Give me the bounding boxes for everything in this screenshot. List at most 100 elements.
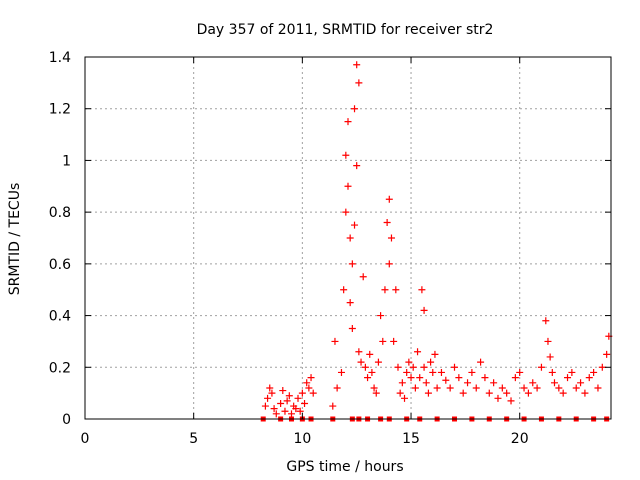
data-point-0-85: [464, 379, 472, 387]
data-point-0-27: [342, 208, 350, 216]
data-point-0-98: [520, 384, 528, 392]
data-point-0-74: [424, 389, 432, 397]
data-point-0-41: [357, 358, 365, 366]
data-point-0-119: [603, 350, 611, 358]
y-tick-label-0: 0: [62, 412, 71, 428]
data-point-0-35: [351, 105, 359, 113]
data-point-0-102: [537, 363, 545, 371]
data-point-0-56: [387, 234, 395, 242]
data-point-0-54: [385, 195, 393, 203]
data-point-0-93: [498, 384, 506, 392]
data-point-0-107: [550, 379, 558, 387]
data-point-0-48: [372, 389, 380, 397]
data-point-0-24: [333, 384, 341, 392]
data-point-0-46: [368, 368, 376, 376]
data-point-0-58: [392, 286, 400, 294]
data-point-0-6: [277, 399, 285, 407]
data-point-0-77: [431, 350, 439, 358]
y-tick-label-7: 1.4: [49, 50, 71, 66]
data-point-0-109: [559, 389, 567, 397]
data-point-0-31: [346, 234, 354, 242]
data-point-0-52: [381, 286, 389, 294]
data-point-0-87: [472, 384, 480, 392]
data-point-0-42: [359, 273, 367, 281]
data-point-0-103: [542, 317, 550, 325]
data-point-0-20: [307, 374, 315, 382]
data-point-0-39: [355, 79, 363, 87]
data-point-0-22: [329, 402, 337, 410]
data-point-0-69: [416, 374, 424, 382]
data-point-0-5: [272, 410, 280, 418]
data-point-0-70: [418, 286, 426, 294]
data-point-0-34: [348, 260, 356, 268]
data-point-0-78: [433, 384, 441, 392]
data-point-0-14: [294, 394, 302, 402]
data-point-0-43: [361, 363, 369, 371]
x-axis-label: GPS time / hours: [286, 459, 403, 475]
data-point-0-68: [414, 348, 422, 356]
x-tick-label-2: 10: [293, 431, 311, 447]
data-point-0-66: [409, 363, 417, 371]
data-point-0-84: [459, 389, 467, 397]
data-point-0-28: [342, 151, 350, 159]
data-point-0-18: [303, 379, 311, 387]
chart-title: Day 357 of 2011, SRMTID for receiver str…: [197, 22, 494, 38]
data-point-0-88: [477, 358, 485, 366]
data-point-0-82: [451, 363, 459, 371]
y-axis-label: SRMTID / TECUs: [7, 183, 23, 296]
plot-frame: [84, 56, 612, 420]
data-point-0-57: [390, 337, 398, 345]
data-point-0-114: [581, 389, 589, 397]
x-tick-label-1: 5: [189, 431, 198, 447]
data-point-0-99: [524, 389, 532, 397]
data-point-0-86: [468, 368, 476, 376]
data-point-0-13: [292, 405, 300, 413]
data-point-0-111: [568, 368, 576, 376]
data-point-0-44: [364, 374, 372, 382]
data-point-0-33: [348, 325, 356, 332]
data-point-0-0: [261, 402, 269, 410]
data-point-0-36: [351, 221, 359, 229]
data-point-0-67: [411, 384, 419, 392]
data-point-0-38: [353, 162, 361, 170]
data-point-0-53: [383, 218, 391, 226]
y-tick-label-5: 1: [62, 153, 71, 169]
data-point-0-89: [481, 374, 489, 382]
data-point-0-37: [353, 61, 361, 69]
data-point-0-29: [344, 118, 352, 126]
data-point-0-60: [396, 389, 404, 397]
data-point-0-105: [546, 353, 554, 361]
data-point-0-15: [296, 407, 304, 415]
data-point-0-51: [379, 337, 387, 345]
data-point-0-94: [503, 389, 511, 397]
data-point-0-79: [437, 368, 445, 376]
data-point-0-40: [355, 348, 363, 356]
data-point-0-3: [268, 389, 276, 397]
data-point-0-112: [572, 384, 580, 392]
data-point-0-104: [544, 337, 552, 345]
data-point-0-91: [490, 379, 498, 387]
y-tick-label-3: 0.6: [49, 257, 71, 273]
data-point-0-90: [485, 389, 493, 397]
data-point-0-92: [494, 394, 502, 402]
y-tick-label-6: 1.2: [49, 102, 71, 118]
data-point-0-115: [585, 374, 593, 382]
data-point-0-108: [555, 384, 563, 392]
data-point-0-81: [446, 384, 454, 392]
data-point-0-26: [340, 286, 348, 294]
data-point-0-64: [405, 358, 413, 366]
data-point-0-101: [533, 384, 541, 392]
data-point-0-72: [420, 363, 428, 371]
data-point-0-65: [407, 374, 415, 382]
data-point-0-21: [309, 389, 317, 397]
data-point-0-2: [266, 384, 274, 392]
data-point-0-75: [427, 358, 435, 366]
data-point-0-83: [455, 374, 463, 382]
data-point-0-97: [516, 368, 524, 376]
data-point-0-10: [285, 392, 293, 400]
data-point-0-113: [577, 379, 585, 387]
data-point-0-4: [270, 405, 278, 413]
grid-lines: [85, 57, 611, 419]
data-point-0-116: [590, 368, 598, 376]
